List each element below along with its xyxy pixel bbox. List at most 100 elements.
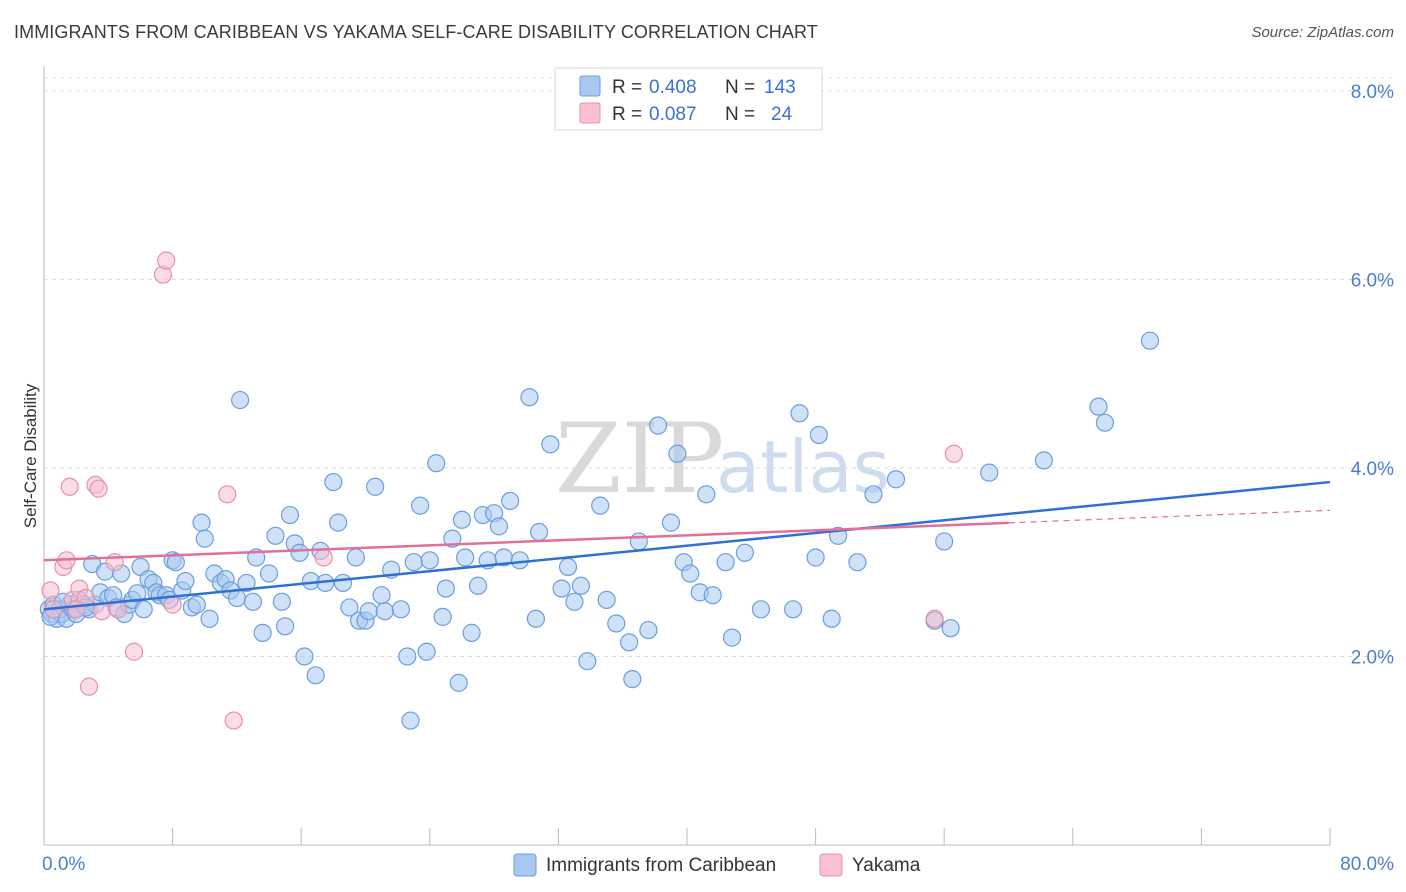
caribbean-point xyxy=(187,595,206,614)
yakama-point xyxy=(224,711,243,730)
caribbean-point xyxy=(427,454,446,473)
caribbean-point xyxy=(366,477,385,496)
caribbean-point xyxy=(751,600,771,619)
y-tick-label: 4.0% xyxy=(1351,459,1394,480)
y-tick-label: 8.0% xyxy=(1351,82,1394,103)
caribbean-point xyxy=(290,543,309,562)
caribbean-point xyxy=(340,598,359,617)
bottom-legend: Immigrants from Caribbean Yakama xyxy=(513,853,921,877)
y-tick-labels: 2.0% 4.0% 6.0% 8.0% xyxy=(1351,82,1394,669)
yakama-point xyxy=(944,444,963,463)
legend-r-value: 0.087 xyxy=(649,104,697,125)
caribbean-point xyxy=(401,711,420,730)
watermark-zip: ZIP xyxy=(555,403,724,515)
yakama-point xyxy=(67,600,86,619)
caribbean-point xyxy=(417,642,436,661)
caribbean-point xyxy=(668,444,687,463)
caribbean-point xyxy=(420,551,439,570)
caribbean-point xyxy=(433,607,452,626)
caribbean-point xyxy=(200,609,219,628)
caribbean-point xyxy=(391,600,410,619)
trend-line-extension xyxy=(1008,509,1331,524)
yakama-point xyxy=(41,581,60,600)
x-tick-labels: 0.0% 80.0% xyxy=(42,854,1394,875)
watermark-atlas: atlas xyxy=(716,425,890,509)
y-tick-label: 6.0% xyxy=(1351,270,1394,291)
x-tick-label: 0.0% xyxy=(42,854,85,875)
caribbean-point xyxy=(886,470,906,489)
caribbean-point xyxy=(735,543,754,562)
yakama-point xyxy=(218,485,237,504)
caribbean-point xyxy=(790,404,809,423)
caribbean-point xyxy=(510,551,529,570)
caribbean-point xyxy=(176,571,195,591)
yakama-point xyxy=(925,609,944,628)
yakama-point xyxy=(124,642,144,661)
caribbean-point xyxy=(607,614,626,633)
trend-line xyxy=(43,480,1331,611)
caribbean-point xyxy=(329,513,348,532)
caribbean-point xyxy=(295,647,314,666)
caribbean-point xyxy=(530,522,549,542)
legend-n-label: N = xyxy=(725,77,755,98)
caribbean-point xyxy=(848,553,867,572)
yakama-point xyxy=(89,479,108,498)
bottom-legend-label: Yakama xyxy=(852,855,921,876)
caribbean-point xyxy=(276,617,295,636)
caribbean-point xyxy=(1140,331,1160,350)
caribbean-point xyxy=(526,609,545,628)
caribbean-point xyxy=(456,548,475,567)
caribbean-point xyxy=(722,628,742,647)
caribbean-point xyxy=(333,573,353,593)
y-axis-label: Self-Care Disability xyxy=(21,383,40,528)
bottom-legend-label: Immigrants from Caribbean xyxy=(546,855,776,876)
caribbean-point xyxy=(231,390,250,410)
caribbean-point xyxy=(935,532,954,551)
legend-r-value: 0.408 xyxy=(649,77,697,98)
caribbean-point xyxy=(324,472,343,492)
caribbean-point xyxy=(346,548,365,567)
caribbean-point xyxy=(259,564,279,583)
caribbean-point xyxy=(404,553,423,572)
trend-lines xyxy=(43,480,1331,611)
caribbean-point xyxy=(272,592,292,611)
caribbean-point xyxy=(452,510,472,529)
caribbean-point xyxy=(629,532,648,551)
caribbean-point xyxy=(134,600,153,619)
yakama-point xyxy=(157,251,176,270)
caribbean-point xyxy=(558,557,578,577)
legend-swatch-pink xyxy=(579,102,601,124)
legend-r-label: R = xyxy=(612,104,642,125)
y-tick-label: 2.0% xyxy=(1351,647,1394,668)
gridlines xyxy=(44,77,1392,657)
caribbean-point xyxy=(436,579,455,598)
legend-n-label: N = xyxy=(725,104,755,125)
legend-swatch-blue xyxy=(579,75,601,97)
chart-title: IMMIGRANTS FROM CARIBBEAN VS YAKAMA SELF… xyxy=(14,22,818,42)
caribbean-point xyxy=(166,553,185,572)
caribbean-point xyxy=(266,526,285,545)
caribbean-point xyxy=(128,584,147,603)
chart-source: Source: ZipAtlas.com xyxy=(1251,24,1394,41)
yakama-point xyxy=(314,548,333,567)
caribbean-point xyxy=(864,485,883,504)
caribbean-point xyxy=(372,586,391,605)
x-tick-label: 80.0% xyxy=(1340,854,1394,875)
caribbean-point xyxy=(661,513,681,532)
caribbean-point xyxy=(571,576,591,595)
caribbean-point xyxy=(597,590,616,610)
caribbean-point xyxy=(941,619,960,638)
legend-n-value: 143 xyxy=(764,77,796,98)
axes xyxy=(43,66,1331,846)
caribbean-point xyxy=(806,548,825,567)
caribbean-point xyxy=(565,592,584,611)
caribbean-point xyxy=(195,529,214,548)
yakama-point xyxy=(163,595,182,614)
bottom-legend-swatch-blue xyxy=(513,853,537,877)
caribbean-point xyxy=(253,623,272,642)
caribbean-point xyxy=(716,553,735,572)
legend-n-value: 24 xyxy=(771,104,793,125)
caribbean-point xyxy=(489,517,509,536)
caribbean-point xyxy=(280,505,300,525)
caribbean-point xyxy=(809,425,828,445)
